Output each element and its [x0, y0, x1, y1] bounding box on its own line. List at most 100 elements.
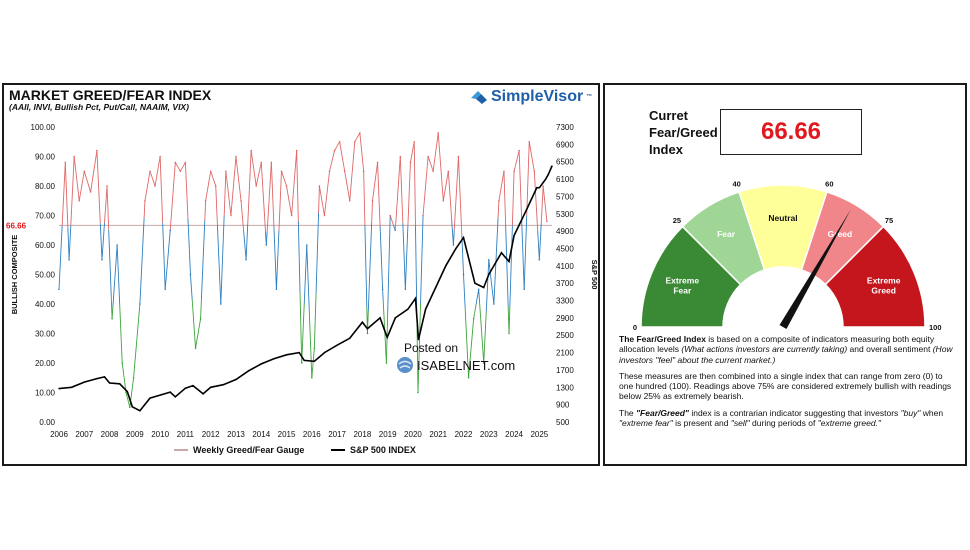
gauge-segment: [325, 193, 328, 201]
gauge-segment: [131, 382, 134, 388]
gauge-segment: [468, 367, 470, 378]
gauge-segment: [75, 171, 78, 179]
gauge-segment: [356, 137, 358, 140]
gauge-segment: [107, 208, 110, 231]
gauge-segment: [185, 181, 188, 200]
gauge-segment: [178, 168, 180, 170]
gauge-segment: [282, 176, 285, 179]
gauge-segment: [544, 203, 547, 210]
sp500-point: [70, 386, 73, 388]
brand-trademark: ™: [586, 94, 593, 100]
gauge-segment: [271, 183, 274, 205]
gauge-segment: [318, 185, 321, 191]
gauge-segment: [70, 208, 73, 226]
gauge-segment: [109, 252, 111, 275]
gauge-segment: [415, 267, 418, 309]
x-tick-label: 2019: [379, 430, 397, 439]
gauge-segment: [59, 246, 62, 269]
sp500-point: [298, 351, 300, 354]
x-tick-label: 2023: [480, 430, 498, 439]
gauge-segment: [373, 181, 376, 189]
gauge-point: [154, 185, 156, 187]
y-tick-label: 0.00: [39, 418, 55, 427]
desc-text: index is a contrarian indicator suggesti…: [688, 407, 901, 418]
gauge-point: [194, 347, 197, 350]
gauge-segment: [208, 176, 211, 182]
sp500-point: [96, 377, 98, 380]
gauge-segment: [233, 166, 236, 177]
gauge-panel: Curret Fear/Greed Index 66.66 Extreme Fea…: [603, 83, 967, 466]
gauge-point: [338, 140, 341, 143]
gauge-segment: [487, 259, 490, 277]
gauge-segment: [526, 190, 529, 216]
x-tick-label: 2012: [202, 430, 220, 439]
gauge-segment: [421, 215, 424, 246]
sp500-point: [131, 406, 134, 408]
reference-line-label: 66.66: [6, 221, 27, 230]
gauge-segment: [481, 338, 484, 351]
gauge-segment: [458, 176, 461, 196]
gauge-segment: [82, 176, 84, 182]
gauge-segment: [98, 186, 100, 206]
gauge-segment: [398, 168, 400, 182]
gauge-point: [381, 288, 384, 291]
y-tick-label: 90.00: [35, 153, 56, 162]
gauge-segment: [123, 377, 126, 383]
gauge-point: [366, 332, 369, 335]
gauge-segment: [232, 176, 235, 187]
x-tick-label: 2008: [101, 430, 119, 439]
watermark-line-2: ISABELNET.com: [417, 357, 516, 373]
sp500-point: [336, 344, 338, 346]
gauge-segment: [147, 176, 150, 182]
gauge-point: [477, 288, 480, 291]
gauge-segment: [225, 171, 228, 179]
gauge-segment: [171, 196, 174, 208]
legend-sp500-label: S&P 500 INDEX: [350, 445, 416, 455]
gauge-segment: [480, 326, 483, 339]
fear-greed-gauge: ExtremeFearFearNeutralGreedExtremeGreed0…: [633, 179, 942, 332]
gauge-segment: [391, 220, 394, 224]
gauge-segment: [192, 311, 195, 324]
gauge-segment: [73, 156, 76, 164]
gauge-segment: [61, 204, 64, 226]
gauge-segment: [344, 171, 346, 177]
gauge-segment: [448, 183, 451, 196]
gauge-segment: [442, 195, 445, 201]
y2-tick-label: 5700: [556, 192, 574, 201]
gauge-segment: [169, 218, 172, 231]
gauge-point: [285, 185, 288, 187]
gauge-segment: [111, 306, 114, 319]
gauge-segment: [196, 333, 199, 339]
gauge-segment: [207, 181, 210, 187]
gauge-segment: [246, 223, 249, 242]
gauge-segment: [371, 200, 373, 223]
gauge-segment: [401, 200, 404, 223]
gauge-segment: [174, 162, 176, 174]
gauge-segment: [393, 225, 395, 228]
gauge-segment: [454, 200, 457, 216]
gauge-segment: [138, 303, 141, 317]
gauge-segment: [422, 205, 425, 216]
gauge-segment: [81, 181, 84, 187]
gauge-segment: [419, 303, 421, 334]
gauge-point: [121, 362, 124, 364]
gauge-segment: [118, 284, 121, 305]
gauge-segment: [72, 173, 74, 191]
gauge-point: [179, 170, 182, 173]
gauge-point: [442, 199, 445, 202]
gauge-segment: [450, 208, 453, 221]
chart-title: MARKET GREED/FEAR INDEX: [9, 87, 212, 103]
gauge-segment: [500, 185, 502, 191]
gauge-segment: [514, 164, 517, 168]
gauge-segment: [381, 268, 384, 290]
gauge-point: [240, 199, 242, 202]
gauge-segment: [256, 178, 259, 183]
sp500-point: [247, 370, 250, 372]
gauge-segment: [117, 264, 120, 285]
gauge-segment: [206, 185, 209, 191]
brand-name: SimpleVisor: [491, 88, 584, 105]
gauge-segment: [404, 268, 407, 290]
gauge-segment: [414, 183, 416, 226]
gauge-tick-label: 0: [633, 323, 637, 332]
gauge-segment: [284, 180, 287, 184]
